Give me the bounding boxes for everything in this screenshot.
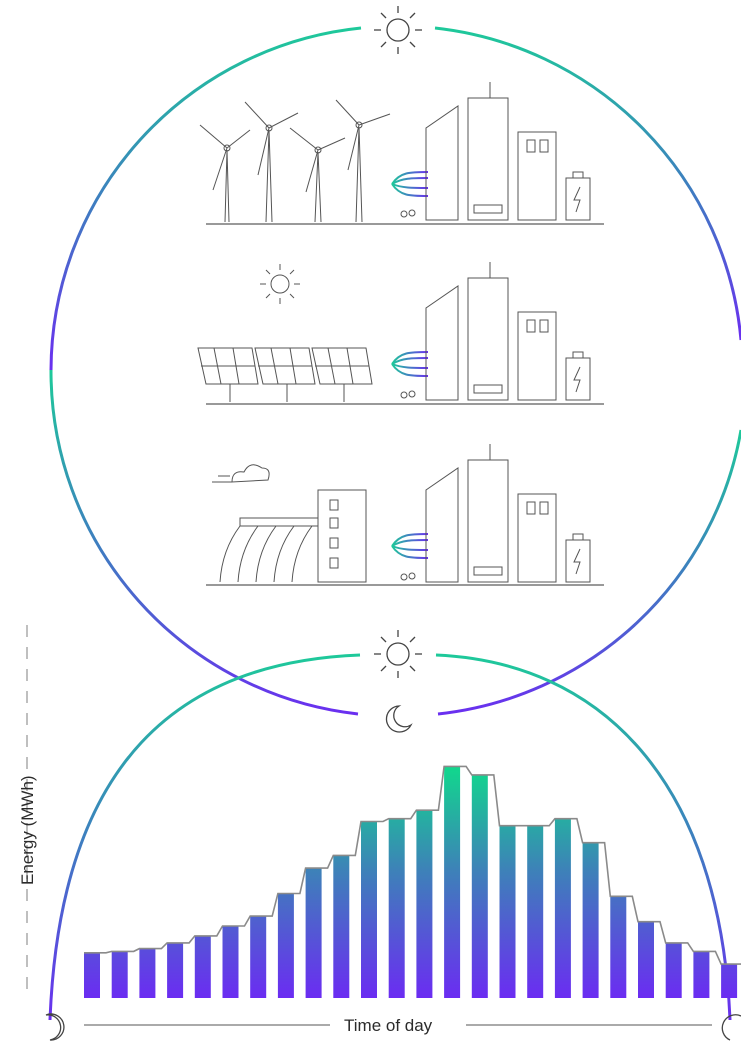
wind-turbine-scene <box>199 82 604 225</box>
energy-bar <box>84 952 100 998</box>
energy-bar <box>305 868 322 998</box>
energy-bar <box>499 825 516 998</box>
upper-cycle-circle <box>49 26 741 716</box>
solar-panel-icon <box>254 347 316 402</box>
wind-turbine-icon <box>335 99 391 223</box>
energy-bar <box>333 855 350 998</box>
wind-turbine-icon <box>199 124 251 223</box>
solar-panel-scene <box>197 262 604 405</box>
energy-bar <box>444 766 461 998</box>
sun-icon <box>374 6 422 54</box>
energy-bar <box>167 942 184 998</box>
energy-bar <box>388 818 405 998</box>
bars-group <box>84 766 738 998</box>
energy-envelope-line <box>84 765 741 965</box>
city-buildings-icon <box>400 262 591 401</box>
dam-icon <box>219 489 367 583</box>
x-axis-label: Time of day <box>344 1016 433 1035</box>
cloud-icon <box>212 464 270 483</box>
solar-panel-icon <box>311 347 373 402</box>
energy-bar <box>693 951 710 998</box>
sun-icon <box>260 264 300 304</box>
wind-turbine-icon <box>244 101 299 223</box>
solar-panel-icon <box>197 347 259 402</box>
energy-bar <box>250 916 267 998</box>
energy-bar <box>721 964 738 998</box>
energy-bar <box>139 948 156 998</box>
city-buildings-icon <box>400 444 591 583</box>
moon-icon <box>45 1013 65 1041</box>
energy-bar <box>471 774 488 998</box>
lower-cycle-arc <box>48 653 732 1021</box>
city-buildings-icon <box>400 82 591 221</box>
power-cable <box>368 351 429 377</box>
wind-turbine-icon <box>289 127 346 223</box>
y-axis-label: Energy (MWh) <box>18 775 37 885</box>
energy-bar <box>610 896 627 998</box>
sun-icon <box>374 630 422 678</box>
moon-icon <box>385 705 413 733</box>
energy-bar <box>194 935 211 998</box>
energy-bar <box>527 825 544 998</box>
energy-bar <box>582 842 599 998</box>
energy-bar <box>665 942 682 998</box>
power-cable <box>368 171 429 197</box>
moon-icon <box>721 1014 741 1041</box>
energy-bar <box>222 925 239 998</box>
power-cable <box>368 533 429 559</box>
energy-bar <box>277 893 294 998</box>
hydro-dam-scene <box>206 444 604 586</box>
energy-bar <box>638 921 654 998</box>
energy-bar <box>361 821 377 998</box>
energy-bar <box>111 951 128 998</box>
energy-bar <box>416 810 433 998</box>
energy-bar <box>554 818 571 998</box>
